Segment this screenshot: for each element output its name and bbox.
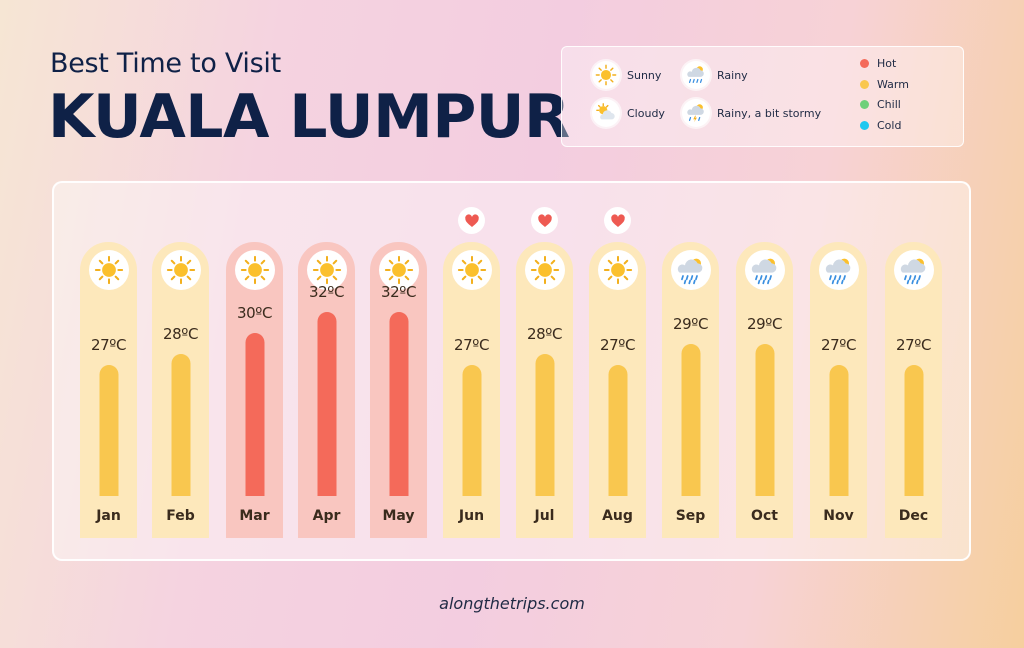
- cloudy-icon: [592, 99, 620, 127]
- legend-cloudy: Cloudy: [592, 99, 665, 127]
- temperature-bar: [535, 354, 554, 496]
- month-column: 28ºC Jul: [516, 242, 573, 538]
- rain-icon: [818, 250, 859, 290]
- legend-label: Cold: [877, 119, 902, 132]
- legend-stormy: Rainy, a bit stormy: [682, 99, 821, 127]
- month-label: Mar: [239, 508, 270, 524]
- month-column: 30ºC Mar: [226, 242, 283, 538]
- month-column: 27ºC Jan: [80, 242, 137, 538]
- legend-cold: Cold: [860, 119, 901, 132]
- hot-dot: [860, 59, 869, 68]
- legend-label: Sunny: [627, 68, 662, 82]
- temperature-label: 28ºC: [162, 325, 199, 343]
- heart-icon: [458, 207, 485, 234]
- temperature-bar: [462, 365, 481, 496]
- sun-icon: [160, 250, 201, 290]
- subtitle: Best Time to Visit: [50, 48, 281, 79]
- month-label: Aug: [602, 508, 633, 524]
- legend-sunny: Sunny: [592, 61, 661, 89]
- heart-icon: [604, 207, 631, 234]
- temperature-label: 32ºC: [380, 283, 417, 301]
- month-column: 29ºC Oct: [736, 242, 793, 538]
- sun-icon: [524, 250, 565, 290]
- legend-warm: Warm: [860, 78, 909, 91]
- month-column: 27ºC Dec: [885, 242, 942, 538]
- rain-icon: [744, 250, 785, 290]
- footer-site[interactable]: alongthetrips.com: [439, 594, 585, 613]
- temperature-bar: [755, 344, 774, 496]
- storm-icon: [682, 99, 710, 127]
- month-column: 29ºC Sep: [662, 242, 719, 538]
- legend-label: Rainy: [717, 68, 748, 82]
- month-column: 32ºC May: [370, 242, 427, 538]
- chill-dot: [860, 100, 869, 109]
- legend-hot: Hot: [860, 57, 896, 70]
- legend-rainy: Rainy: [682, 61, 748, 89]
- month-label: Sep: [675, 508, 706, 524]
- legend-label: Rainy, a bit stormy: [717, 106, 822, 120]
- temperature-label: 27ºC: [599, 336, 636, 354]
- month-column: 27ºC Aug: [589, 242, 646, 538]
- temperature-label: 32ºC: [308, 283, 345, 301]
- month-column: 27ºC Nov: [810, 242, 867, 538]
- heart-icon: [531, 207, 558, 234]
- temperature-label: 27ºC: [90, 336, 127, 354]
- temperature-bar: [608, 365, 627, 496]
- temperature-label: 29ºC: [746, 315, 783, 333]
- month-label: Nov: [823, 508, 854, 524]
- month-label: Dec: [898, 508, 929, 524]
- temperature-bar: [99, 365, 118, 496]
- rain-icon: [670, 250, 711, 290]
- sun-icon: [306, 250, 347, 290]
- temperature-label: 28ºC: [526, 325, 563, 343]
- sun-icon: [592, 61, 620, 89]
- month-label: Jul: [534, 508, 555, 524]
- sun-icon: [378, 250, 419, 290]
- temperature-bar: [389, 312, 408, 496]
- cold-dot: [860, 121, 869, 130]
- legend-label: Hot: [877, 57, 897, 70]
- sun-icon: [88, 250, 129, 290]
- month-label: May: [382, 508, 415, 524]
- month-label: Oct: [751, 508, 778, 524]
- sun-icon: [597, 250, 638, 290]
- temperature-label: 29ºC: [672, 315, 709, 333]
- legend-chill: Chill: [860, 98, 901, 111]
- month-label: Jan: [96, 508, 121, 524]
- sun-icon: [451, 250, 492, 290]
- page-title: KUALA LUMPUR: [48, 82, 570, 152]
- temperature-bar: [829, 365, 848, 496]
- temperature-label: 30ºC: [236, 304, 273, 322]
- legend-label: Cloudy: [627, 106, 665, 120]
- temperature-bar: [171, 354, 190, 496]
- temperature-bar: [317, 312, 336, 496]
- month-label: Jun: [458, 508, 485, 524]
- month-label: Feb: [166, 508, 195, 524]
- legend: Sunny Cloudy Rainy Rainy, a bit stormy H…: [561, 46, 964, 147]
- temperature-bar: [904, 365, 923, 496]
- rain-icon: [893, 250, 934, 290]
- temperature-bar: [681, 344, 700, 496]
- month-column: 32ºC Apr: [298, 242, 355, 538]
- rain-icon: [682, 61, 710, 89]
- temperature-label: 27ºC: [895, 336, 932, 354]
- warm-dot: [860, 80, 869, 89]
- month-column: 28ºC Feb: [152, 242, 209, 538]
- month-column: 27ºC Jun: [443, 242, 500, 538]
- temperature-bar: [245, 333, 264, 496]
- sun-icon: [234, 250, 275, 290]
- month-label: Apr: [312, 508, 341, 524]
- temperature-label: 27ºC: [820, 336, 857, 354]
- legend-label: Chill: [877, 98, 901, 111]
- temperature-label: 27ºC: [453, 336, 490, 354]
- legend-label: Warm: [877, 78, 909, 91]
